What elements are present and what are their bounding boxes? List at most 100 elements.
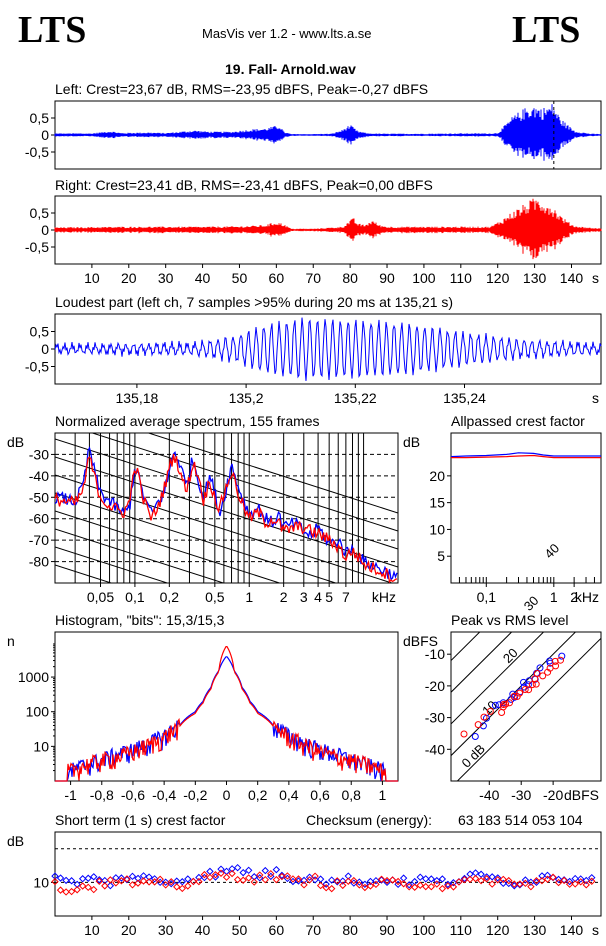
spectrum-slope-line [55, 456, 398, 568]
short_crest-point-right [178, 884, 186, 893]
short_crest-point-right [361, 883, 369, 892]
spectrum-ytick-label: -80 [29, 554, 49, 570]
short_crest-point-right [261, 875, 269, 884]
peak_rms-point-right [525, 686, 533, 694]
short_crest-xtick-label: 30 [158, 922, 174, 938]
peak_rms-diagonal-label: 0 dB [458, 741, 488, 771]
right_wave-xtick-label: 20 [121, 270, 137, 286]
allpass-ylabel: dB [403, 434, 420, 450]
short_crest-point-right [488, 880, 496, 888]
short_crest-point-right [139, 877, 148, 885]
short_crest-point-right [438, 884, 447, 893]
short_crest-point-left [184, 875, 192, 883]
short_crest-point-left [339, 877, 347, 885]
peak_rms-xtick-label: -40 [479, 787, 499, 803]
spectrum-ytick-label: -40 [29, 468, 49, 484]
peak_rms-diagonal [451, 632, 481, 662]
short_crest-point-left [300, 876, 308, 885]
short_crest-point-right [272, 875, 281, 884]
histogram-series-right [55, 646, 398, 782]
peak_rms-point-right [551, 657, 559, 665]
right_wave-xunit-label: s [592, 270, 599, 286]
short_crest-point-right [405, 883, 413, 891]
short_crest-point-right [333, 877, 341, 885]
right_wave-xtick-label: 10 [84, 270, 100, 286]
short_crest-point-right [101, 882, 109, 890]
short_crest-xtick-label: 20 [121, 922, 137, 938]
peak_rms-point-right [516, 689, 524, 697]
peak_rms-point-right [502, 700, 510, 708]
left_wave-ytick-label: 0,5 [30, 110, 50, 126]
peak_rms-diagonal [451, 632, 545, 725]
short_crest-point-right [300, 881, 308, 889]
short_crest-point-right [582, 881, 590, 889]
loudest-xunit-label: s [592, 390, 599, 406]
short_crest-point-right [117, 877, 126, 885]
short_crest-point-right [466, 875, 474, 884]
short_crest-point-right [460, 875, 469, 884]
short_crest-point-left [372, 876, 380, 885]
short_crest-ylabel: dB [7, 833, 24, 849]
short_crest-xtick-label: 60 [269, 922, 285, 938]
peak_rms-point-right [498, 709, 506, 716]
short_crest-point-left [499, 879, 507, 888]
short_crest-point-right [200, 870, 209, 879]
peak_rms-diagonal-label: 40 [541, 541, 562, 562]
histogram-xtick-label: -0,4 [152, 787, 176, 803]
left_wave-ytick-label: 0 [41, 127, 49, 143]
short_crest-point-right [267, 869, 275, 878]
short_crest-point-left [139, 872, 148, 880]
loudest-ytick-label: 0,5 [30, 324, 50, 340]
short_crest-point-right [256, 871, 264, 879]
short_crest-point-right [189, 877, 198, 886]
spectrum-ytick-label: -60 [29, 511, 49, 527]
peak_rms-xtick-label: -20 [543, 787, 563, 803]
allpass-xtick-label: 0,1 [477, 589, 497, 605]
short_crest-point-right [294, 875, 303, 883]
spectrum-xtick-label: 0,1 [125, 589, 145, 605]
short_crest-point-right [283, 872, 292, 880]
short_crest-point-right [482, 875, 491, 883]
short_crest-point-right [78, 882, 87, 890]
spectrum-slope-line [55, 492, 338, 583]
short_crest-point-left [366, 877, 375, 886]
short_crest-xtick-label: 90 [379, 922, 395, 938]
short_crest-point-left [588, 873, 596, 882]
short_crest-xtick-label: 130 [523, 922, 547, 938]
short_crest-point-right [477, 876, 485, 885]
peak_rms-point-left [495, 701, 503, 709]
short_crest-point-right [239, 876, 247, 884]
short_crest-point-left [95, 876, 103, 884]
peak_rms-point-right [486, 707, 494, 715]
short_crest-point-left [84, 874, 92, 882]
short_crest-point-right [106, 876, 115, 884]
spectrum-series-right [54, 453, 398, 584]
short_crest-point-right [355, 881, 364, 889]
short_crest-point-right [543, 875, 552, 883]
short_crest-point-left [355, 878, 364, 886]
spectrum-xunit-label: kHz [372, 589, 396, 605]
spectrum-slope-line [55, 528, 226, 583]
peak_rms-point-right [521, 686, 529, 693]
short_crest-point-left [477, 870, 485, 878]
short_crest-point-right [134, 879, 142, 887]
short_crest-point-left [416, 873, 424, 881]
short_crest-point-left [134, 874, 142, 883]
short_crest-point-left [422, 875, 430, 883]
short_crest-point-right [184, 882, 192, 890]
short_crest-point-left [239, 868, 247, 877]
short_crest-xtick-label: 40 [195, 922, 211, 938]
short_crest-point-left [78, 875, 87, 883]
short_crest-point-right [95, 877, 103, 885]
histogram-ytick-label: 1000 [18, 669, 49, 685]
allpass-label: Allpassed crest factor [451, 413, 585, 429]
short_crest-point-right [278, 872, 286, 881]
short_crest-point-left [195, 873, 203, 882]
short_crest-point-right [372, 880, 380, 889]
short_crest-point-left [101, 876, 109, 885]
short_crest-xtick-label: 50 [232, 922, 248, 938]
peak_rms-ytick-label: -30 [425, 710, 445, 726]
short_crest-point-left [460, 874, 469, 883]
short_crest-point-right [84, 883, 92, 892]
short_crest-point-left [161, 878, 170, 886]
